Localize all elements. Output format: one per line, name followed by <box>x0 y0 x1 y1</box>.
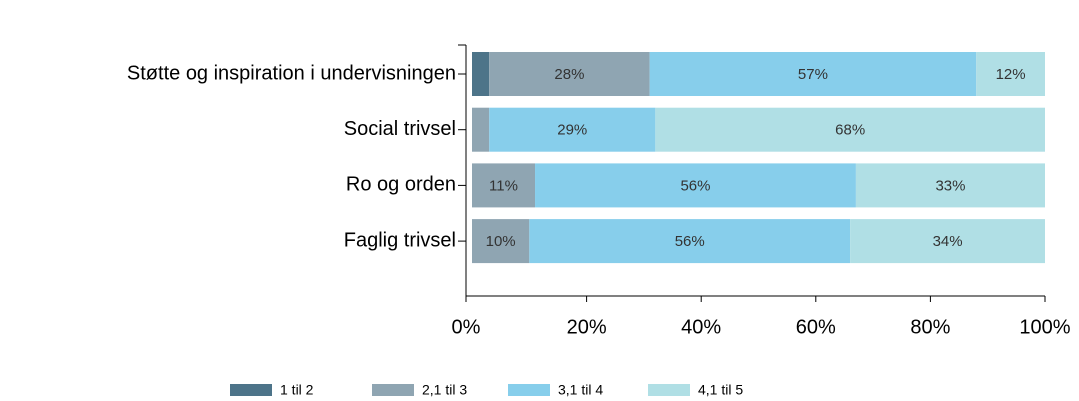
legend-label: 3,1 til 4 <box>558 382 603 398</box>
category-label: Social trivsel <box>344 118 456 140</box>
bar-segment <box>489 52 650 96</box>
x-tick-label: 60% <box>796 316 836 338</box>
legend-label: 1 til 2 <box>280 382 314 398</box>
value-label: 34% <box>933 233 963 250</box>
value-label: 11% <box>489 177 518 194</box>
value-label: 29% <box>557 122 587 139</box>
bar-segment <box>649 52 977 96</box>
value-label: 10% <box>486 233 516 250</box>
x-tick-label: 20% <box>567 316 607 338</box>
value-label: 28% <box>554 66 584 83</box>
value-label: 12% <box>996 66 1026 83</box>
category-label: Støtte og inspiration i undervisningen <box>127 62 456 84</box>
value-label: 33% <box>935 177 965 194</box>
legend-label: 4,1 til 5 <box>698 382 743 398</box>
bar-segment <box>472 163 536 208</box>
legend-swatch <box>230 384 272 396</box>
bar-segment <box>489 107 656 152</box>
bar-segment <box>472 107 490 152</box>
x-tick-label: 80% <box>910 316 950 338</box>
bar-segment <box>655 107 1045 152</box>
bar-segment <box>535 163 856 208</box>
legend-swatch <box>648 384 690 396</box>
bar-segment <box>472 219 530 264</box>
bar-segment <box>472 52 490 96</box>
x-tick-label: 40% <box>681 316 721 338</box>
x-tick-label: 0% <box>452 316 481 338</box>
bar-segment <box>529 219 851 264</box>
category-label: Faglig trivsel <box>344 229 456 251</box>
bar-segment <box>976 52 1045 96</box>
legend-label: 2,1 til 3 <box>422 382 467 398</box>
x-tick-label: 100% <box>1019 316 1070 338</box>
value-label: 68% <box>835 122 865 139</box>
value-label: 56% <box>675 233 705 250</box>
value-label: 56% <box>680 177 710 194</box>
value-label: 57% <box>798 66 828 83</box>
bar-segment <box>850 219 1045 264</box>
category-label: Ro og orden <box>346 174 456 196</box>
legend-swatch <box>372 384 414 396</box>
legend-swatch <box>508 384 550 396</box>
bar-segment <box>855 163 1045 208</box>
